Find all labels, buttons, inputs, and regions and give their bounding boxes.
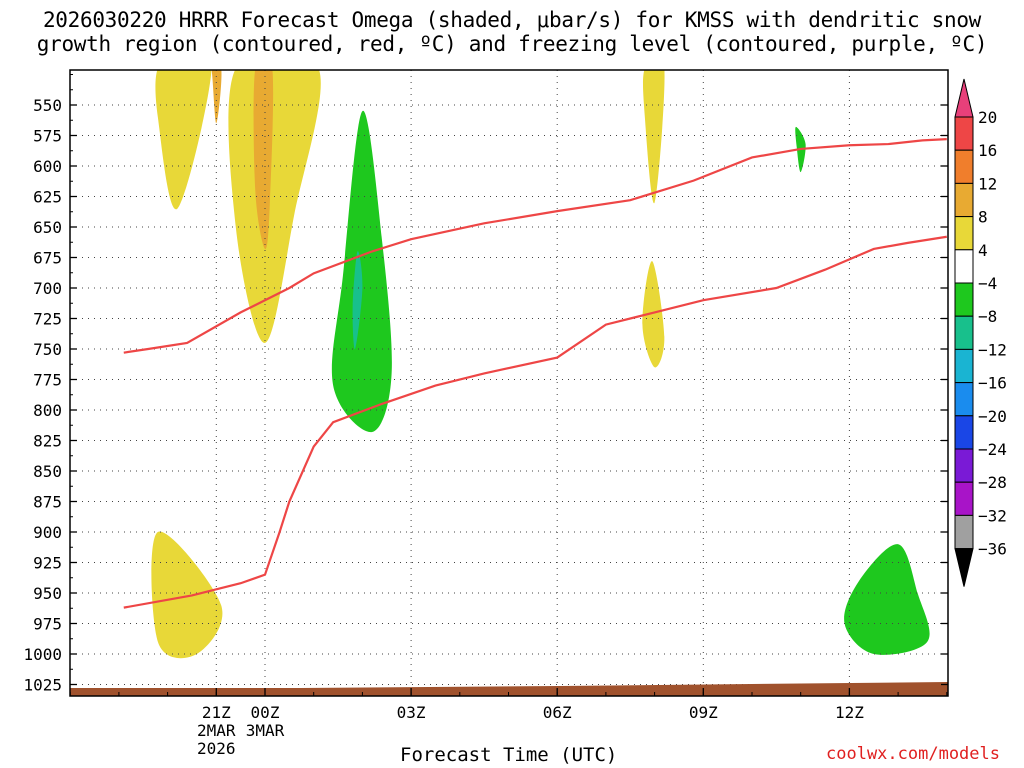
ground-fill <box>70 682 948 696</box>
colorbar-label-9: −20 <box>978 407 1007 426</box>
colorbar-segment-3 <box>954 182 974 218</box>
y-tick-label-825: 825 <box>33 432 62 451</box>
colorbar-label-3: 8 <box>978 208 988 227</box>
colorbar-segment-8 <box>954 348 974 384</box>
y-tick-label-550: 550 <box>33 96 62 115</box>
y-tick-label-750: 750 <box>33 340 62 359</box>
y-tick-label-950: 950 <box>33 584 62 603</box>
colorbar-label-12: −32 <box>978 506 1007 525</box>
omega-region-2 <box>228 70 321 343</box>
y-tick-label-875: 875 <box>33 493 62 512</box>
y-tick-label-925: 925 <box>33 554 62 573</box>
omega-region-0 <box>155 70 212 209</box>
omega-region-6 <box>151 531 223 659</box>
colorbar-label-13: −36 <box>978 540 1007 559</box>
y-tick-label-625: 625 <box>33 188 62 207</box>
y-tick-label-575: 575 <box>33 127 62 146</box>
colorbar-segment-7 <box>954 315 974 350</box>
dgz-contours <box>123 138 947 609</box>
omega-region-4 <box>331 110 392 433</box>
colorbar-segment-13 <box>954 514 974 550</box>
y-tick-label-600: 600 <box>33 157 62 176</box>
dgz-bottom-line <box>123 235 947 609</box>
credit-link[interactable]: coolwx.com/models <box>826 744 1000 764</box>
colorbar-label-5: −4 <box>978 274 997 293</box>
y-tick-label-1025: 1025 <box>23 676 62 695</box>
x-tick-label-03Z: 03Z <box>397 703 426 722</box>
colorbar: 20 16 12 8 4 −4 −8 −12 −16 −20 −24 −28 −32 −36 <box>954 78 1007 587</box>
colorbar-label-10: −24 <box>978 440 1007 459</box>
x-tick-label-00Z: 00Z <box>251 703 280 722</box>
x-tick-label-09Z: 09Z <box>689 703 718 722</box>
omega-region-7 <box>643 70 665 203</box>
x-tick-label-21Z: 21Z <box>202 703 231 722</box>
omega-region-1 <box>211 70 222 124</box>
gridlines <box>70 70 948 696</box>
title-line-2: growth region (contoured, red, ºC) and f… <box>36 32 988 56</box>
colorbar-segment-9 <box>954 382 974 417</box>
plot-area <box>151 70 930 659</box>
y-tick-label-900: 900 <box>33 523 62 542</box>
y-tick-label-800: 800 <box>33 401 62 420</box>
x-tick-sub1-00Z: 3MAR <box>246 721 285 740</box>
colorbar-segment-11 <box>954 448 974 483</box>
y-tick-label-975: 975 <box>33 615 62 634</box>
colorbar-segment-1 <box>954 116 974 151</box>
x-tick-sub1-21Z: 2MAR <box>197 721 236 740</box>
colorbar-label-1: 16 <box>978 141 997 160</box>
omega-region-10 <box>844 544 930 655</box>
colorbar-label-0: 20 <box>978 108 997 127</box>
y-tick-label-725: 725 <box>33 310 62 329</box>
y-tick-label-775: 775 <box>33 371 62 390</box>
y-tick-label-675: 675 <box>33 249 62 268</box>
y-tick-label-1000: 1000 <box>23 645 62 664</box>
colorbar-segment-2 <box>954 149 974 184</box>
y-tick-label-650: 650 <box>33 218 62 237</box>
colorbar-segment-10 <box>954 415 974 450</box>
title-line-1: 2026030220 HRRR Forecast Omega (shaded, … <box>42 8 982 32</box>
x-tick-sub2-21Z: 2026 <box>197 739 236 758</box>
axes: 550 575 600 625 650 675 700 725 750 775 800 825 850 8… <box>23 69 949 758</box>
colorbar-label-6: −8 <box>978 307 997 326</box>
colorbar-label-2: 12 <box>978 174 997 193</box>
x-tick-label-06Z: 06Z <box>543 703 572 722</box>
x-axis-label: Forecast Time (UTC) <box>400 744 618 766</box>
chart-title: 2026030220 HRRR Forecast Omega (shaded, … <box>0 8 1024 56</box>
omega-region-8 <box>642 261 665 368</box>
colorbar-segment-5 <box>954 249 974 284</box>
colorbar-label-8: −16 <box>978 374 1007 393</box>
y-tick-label-850: 850 <box>33 462 62 481</box>
colorbar-segment-12 <box>954 481 974 516</box>
y-tick-label-700: 700 <box>33 279 62 298</box>
colorbar-segment-6 <box>954 282 974 317</box>
colorbar-label-4: 4 <box>978 241 988 260</box>
colorbar-segment-4 <box>954 216 974 251</box>
x-tick-label-12Z: 12Z <box>835 703 864 722</box>
ground-surface <box>70 682 948 696</box>
omega-region-5 <box>352 251 363 350</box>
colorbar-bottom-arrow <box>954 548 974 587</box>
omega-region-3 <box>253 70 274 249</box>
dgz-top-line <box>123 138 947 354</box>
colorbar-top-arrow <box>954 78 974 118</box>
colorbar-label-7: −12 <box>978 340 1007 359</box>
colorbar-label-11: −28 <box>978 473 1007 492</box>
